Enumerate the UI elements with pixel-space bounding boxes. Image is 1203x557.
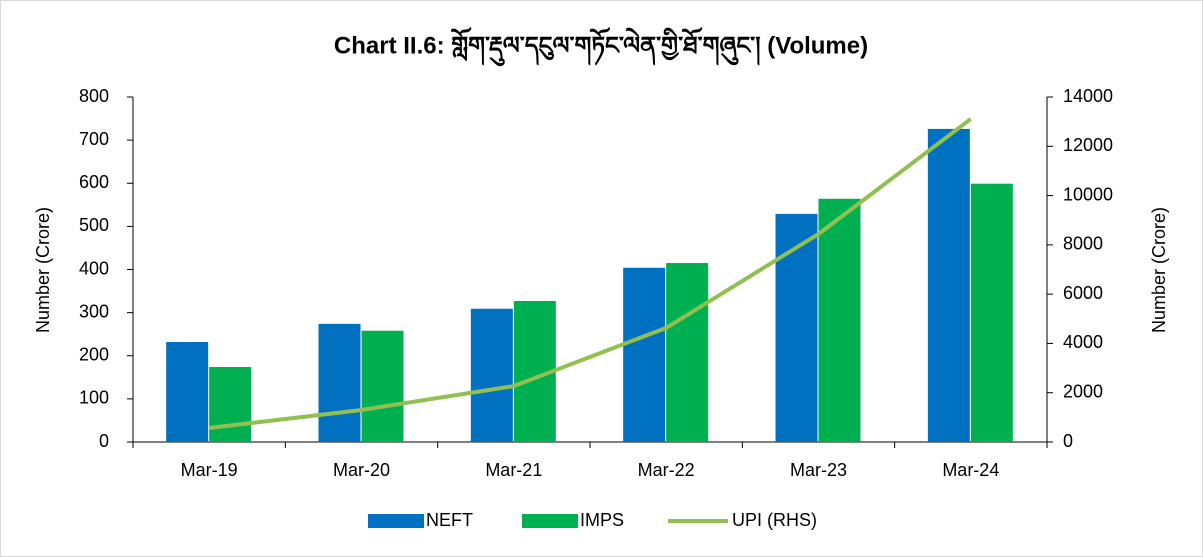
bar [470,308,513,442]
legend-swatch [368,514,424,528]
x-tick-label: Mar-19 [181,460,238,480]
y-tick-label: 400 [79,258,109,278]
bar [970,183,1013,442]
legend-swatch [522,514,578,528]
bar [666,263,709,442]
legend-label: IMPS [580,510,624,530]
x-tick-label: Mar-23 [790,460,847,480]
y-axis-label: Number (Crore) [33,207,53,333]
y2-axis-label: Number (Crore) [1149,207,1169,333]
y2-tick-label: 10000 [1063,184,1113,204]
y2-tick-label: 12000 [1063,135,1113,155]
y2-tick-label: 2000 [1063,381,1103,401]
bar [927,128,970,442]
bar [623,267,666,442]
y-tick-label: 800 [79,86,109,106]
x-tick-label: Mar-22 [638,460,695,480]
x-tick-label: Mar-24 [942,460,999,480]
y-tick-label: 700 [79,129,109,149]
legend-label: UPI (RHS) [732,510,817,530]
y-tick-label: 600 [79,172,109,192]
y-tick-label: 200 [79,345,109,365]
y2-tick-label: 6000 [1063,283,1103,303]
y-tick-label: 0 [99,431,109,451]
bar [318,323,361,442]
bar [818,198,861,442]
legend-label: NEFT [426,510,473,530]
x-tick-label: Mar-21 [485,460,542,480]
y-tick-label: 100 [79,388,109,408]
y-tick-label: 500 [79,215,109,235]
y2-tick-label: 0 [1063,431,1073,451]
x-tick-label: Mar-20 [333,460,390,480]
y2-tick-label: 8000 [1063,234,1103,254]
y2-tick-label: 14000 [1063,86,1113,106]
y2-tick-label: 4000 [1063,332,1103,352]
bar [775,213,818,442]
bar [361,330,404,442]
bar [209,366,252,442]
line [208,117,973,430]
bar [166,341,209,442]
y-tick-label: 300 [79,301,109,321]
